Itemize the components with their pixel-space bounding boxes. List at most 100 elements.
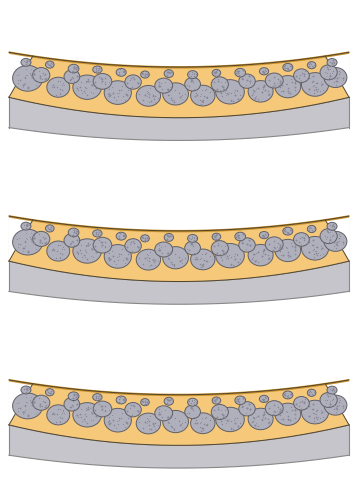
- Ellipse shape: [212, 234, 221, 241]
- Ellipse shape: [248, 245, 273, 266]
- Ellipse shape: [307, 62, 316, 70]
- Ellipse shape: [283, 228, 293, 236]
- Ellipse shape: [68, 229, 79, 237]
- Polygon shape: [9, 420, 349, 440]
- Ellipse shape: [116, 69, 126, 77]
- Polygon shape: [9, 245, 349, 265]
- Polygon shape: [9, 217, 33, 262]
- Polygon shape: [9, 246, 349, 266]
- Polygon shape: [9, 248, 349, 268]
- Ellipse shape: [64, 398, 80, 411]
- Ellipse shape: [235, 233, 246, 241]
- Ellipse shape: [320, 229, 337, 244]
- Polygon shape: [9, 379, 349, 396]
- Ellipse shape: [136, 86, 160, 107]
- Ellipse shape: [125, 239, 141, 253]
- Ellipse shape: [33, 232, 50, 247]
- Ellipse shape: [45, 225, 54, 232]
- Polygon shape: [9, 243, 349, 262]
- Ellipse shape: [155, 406, 173, 421]
- Ellipse shape: [164, 234, 173, 242]
- Polygon shape: [9, 422, 349, 442]
- Ellipse shape: [239, 402, 255, 416]
- Ellipse shape: [248, 81, 273, 103]
- Ellipse shape: [104, 408, 131, 432]
- Ellipse shape: [68, 65, 79, 74]
- Ellipse shape: [283, 391, 293, 399]
- Ellipse shape: [68, 392, 79, 401]
- Ellipse shape: [327, 60, 337, 67]
- Ellipse shape: [185, 242, 200, 255]
- Polygon shape: [9, 422, 349, 443]
- Ellipse shape: [235, 396, 246, 405]
- Ellipse shape: [164, 398, 173, 406]
- Polygon shape: [9, 241, 349, 260]
- Ellipse shape: [216, 407, 244, 432]
- Polygon shape: [9, 419, 349, 439]
- Ellipse shape: [13, 66, 43, 92]
- Polygon shape: [9, 424, 349, 445]
- Ellipse shape: [212, 70, 221, 78]
- Polygon shape: [325, 217, 349, 262]
- Polygon shape: [9, 421, 349, 441]
- Ellipse shape: [248, 408, 273, 430]
- Ellipse shape: [327, 386, 337, 394]
- Ellipse shape: [116, 233, 126, 241]
- Ellipse shape: [136, 413, 160, 434]
- Ellipse shape: [259, 69, 268, 76]
- Ellipse shape: [136, 250, 160, 270]
- Ellipse shape: [73, 76, 102, 100]
- Polygon shape: [9, 255, 349, 275]
- Polygon shape: [9, 422, 349, 442]
- Polygon shape: [9, 53, 33, 98]
- Polygon shape: [9, 53, 349, 119]
- Polygon shape: [9, 262, 349, 305]
- Polygon shape: [9, 244, 349, 263]
- Ellipse shape: [93, 67, 102, 74]
- Ellipse shape: [141, 72, 149, 79]
- Ellipse shape: [275, 404, 301, 426]
- Ellipse shape: [73, 403, 102, 427]
- Ellipse shape: [93, 401, 112, 417]
- Polygon shape: [9, 247, 349, 267]
- Ellipse shape: [33, 395, 50, 410]
- Polygon shape: [9, 251, 349, 271]
- Ellipse shape: [283, 64, 293, 72]
- Polygon shape: [9, 250, 349, 270]
- Ellipse shape: [185, 405, 200, 419]
- Ellipse shape: [265, 237, 283, 252]
- Ellipse shape: [73, 239, 102, 264]
- Ellipse shape: [275, 240, 301, 262]
- Polygon shape: [9, 216, 349, 233]
- Ellipse shape: [93, 394, 102, 401]
- Ellipse shape: [301, 401, 329, 424]
- Ellipse shape: [307, 389, 316, 397]
- Ellipse shape: [93, 238, 112, 254]
- Ellipse shape: [185, 78, 200, 92]
- Ellipse shape: [188, 235, 198, 243]
- Ellipse shape: [212, 397, 221, 405]
- Ellipse shape: [45, 62, 54, 69]
- Polygon shape: [325, 53, 349, 98]
- Polygon shape: [9, 423, 349, 443]
- Polygon shape: [9, 217, 349, 282]
- Ellipse shape: [47, 405, 70, 425]
- Polygon shape: [9, 419, 349, 439]
- Ellipse shape: [216, 244, 244, 268]
- Ellipse shape: [188, 399, 198, 407]
- Ellipse shape: [141, 235, 149, 243]
- Ellipse shape: [190, 413, 215, 434]
- Polygon shape: [9, 424, 349, 444]
- Polygon shape: [9, 254, 349, 274]
- Polygon shape: [9, 258, 349, 279]
- Ellipse shape: [324, 68, 347, 88]
- Ellipse shape: [320, 66, 337, 81]
- Ellipse shape: [33, 68, 50, 83]
- Ellipse shape: [155, 79, 173, 94]
- Polygon shape: [9, 420, 349, 440]
- Ellipse shape: [116, 396, 126, 404]
- Polygon shape: [9, 52, 349, 69]
- Ellipse shape: [163, 410, 188, 433]
- Polygon shape: [9, 260, 349, 281]
- Ellipse shape: [307, 226, 316, 233]
